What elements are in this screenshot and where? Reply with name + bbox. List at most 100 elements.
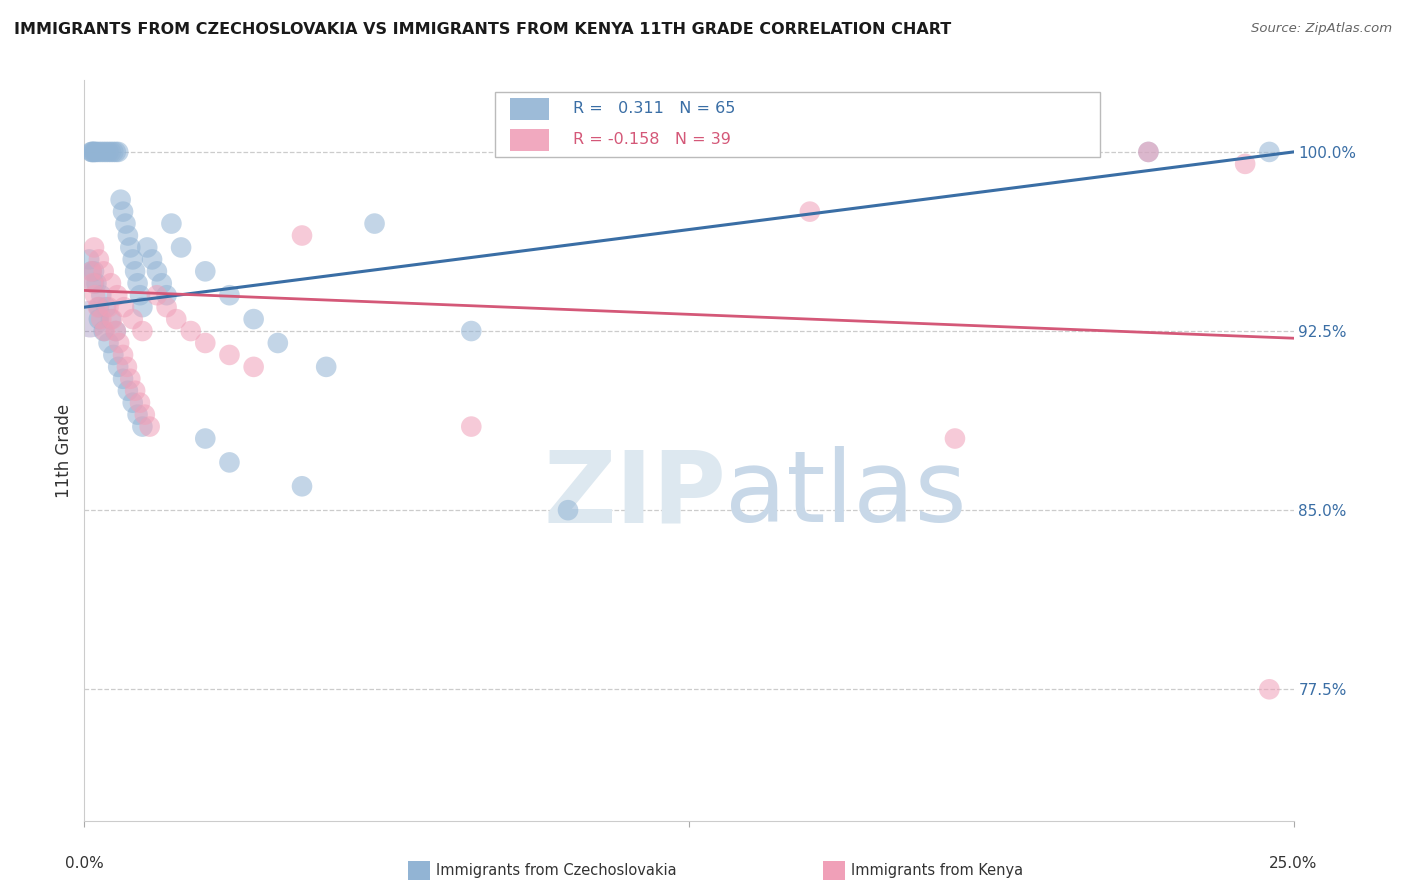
Point [124, 384, 146, 398]
Point [194, 336, 217, 351]
Point [80, 264, 103, 278]
Point [138, 419, 160, 434]
Point [83, 264, 105, 278]
Point [87, 145, 110, 159]
Point [120, 240, 142, 254]
Point [83, 145, 105, 159]
Text: atlas: atlas [725, 446, 967, 543]
Point [105, 288, 128, 302]
Point [100, 312, 122, 326]
Point [103, 145, 125, 159]
Point [101, 312, 124, 326]
Point [127, 408, 149, 422]
Point [155, 288, 177, 302]
Point [100, 145, 122, 159]
Point [84, 288, 107, 302]
Point [141, 252, 163, 267]
Point [117, 228, 139, 243]
Point [242, 312, 264, 326]
Point [291, 479, 314, 493]
Text: IMMIGRANTS FROM CZECHOSLOVAKIA VS IMMIGRANTS FROM KENYA 11TH GRADE CORRELATION C: IMMIGRANTS FROM CZECHOSLOVAKIA VS IMMIGR… [14, 22, 952, 37]
Point [107, 145, 129, 159]
Point [115, 359, 138, 374]
Text: 25.0%: 25.0% [1270, 856, 1317, 871]
Text: Immigrants from Czechoslovakia: Immigrants from Czechoslovakia [436, 863, 676, 878]
Point [120, 372, 142, 386]
Point [86, 145, 108, 159]
Point [1137, 145, 1160, 159]
Point [87, 252, 110, 267]
Text: R =   0.311   N = 65: R = 0.311 N = 65 [572, 102, 735, 117]
Point [150, 277, 173, 291]
Point [121, 395, 143, 409]
Point [93, 324, 115, 338]
Point [1137, 145, 1160, 159]
Point [291, 228, 314, 243]
Point [97, 336, 120, 351]
Point [557, 503, 579, 517]
Point [160, 217, 183, 231]
Point [131, 324, 153, 338]
Point [83, 277, 105, 291]
Point [79, 312, 101, 326]
Point [129, 288, 152, 302]
Text: R = -0.158   N = 39: R = -0.158 N = 39 [572, 133, 731, 147]
Point [94, 145, 117, 159]
Point [107, 359, 129, 374]
Point [97, 300, 120, 314]
Point [136, 240, 159, 254]
Point [100, 277, 122, 291]
FancyBboxPatch shape [510, 129, 548, 151]
Point [943, 432, 966, 446]
Text: Source: ZipAtlas.com: Source: ZipAtlas.com [1251, 22, 1392, 36]
Point [104, 145, 127, 159]
Point [83, 240, 105, 254]
Point [1234, 157, 1257, 171]
Point [110, 193, 132, 207]
Point [218, 348, 240, 362]
Point [134, 408, 156, 422]
Point [129, 395, 152, 409]
Point [112, 372, 135, 386]
Point [90, 145, 112, 159]
Point [112, 204, 135, 219]
Text: 0.0%: 0.0% [65, 856, 104, 871]
Point [165, 312, 187, 326]
Point [90, 288, 112, 302]
Point [460, 324, 482, 338]
Point [112, 348, 135, 362]
Point [146, 264, 169, 278]
Point [194, 264, 217, 278]
Text: ZIP: ZIP [544, 446, 727, 543]
Point [460, 419, 482, 434]
Point [80, 145, 103, 159]
Point [93, 324, 115, 338]
Point [315, 359, 337, 374]
Point [97, 145, 120, 159]
Point [363, 217, 385, 231]
Text: Immigrants from Kenya: Immigrants from Kenya [851, 863, 1022, 878]
Point [121, 312, 143, 326]
Point [1258, 682, 1281, 697]
Point [112, 300, 135, 314]
Point [170, 240, 193, 254]
Point [94, 300, 117, 314]
Y-axis label: 11th Grade: 11th Grade [55, 403, 73, 498]
Point [124, 264, 146, 278]
Point [127, 277, 149, 291]
Point [121, 252, 143, 267]
Point [77, 252, 100, 267]
Point [155, 300, 177, 314]
Point [218, 455, 240, 469]
Point [93, 264, 115, 278]
Point [131, 419, 153, 434]
Point [80, 264, 103, 278]
Point [114, 217, 136, 231]
Point [87, 312, 110, 326]
Point [87, 300, 110, 314]
Point [104, 324, 127, 338]
Point [93, 145, 115, 159]
Point [80, 145, 103, 159]
Point [242, 359, 264, 374]
Point [82, 277, 104, 291]
